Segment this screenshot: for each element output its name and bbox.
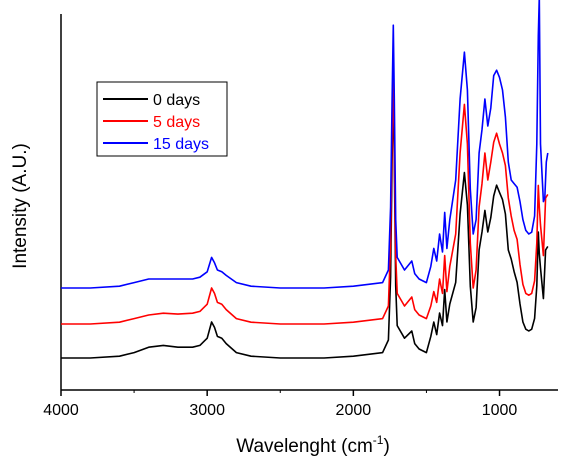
series-group [61, 0, 549, 359]
x-axis-title: Wavelenght (cm-1) [236, 433, 390, 457]
legend-label-15-days: 15 days [153, 136, 209, 153]
x-tick-label-4000: 4000 [43, 402, 79, 419]
x-tick-label-3000: 3000 [189, 402, 225, 419]
legend-label-5-days: 5 days [153, 114, 200, 131]
x-tick-label-2000: 2000 [336, 402, 372, 419]
x-axis-title-superscript: -1 [373, 433, 384, 447]
series-line-0-days [61, 80, 549, 359]
series-line-15-days [61, 0, 549, 289]
series-line-5-days [61, 73, 549, 325]
x-ticks: 4000 3000 2000 1000 [43, 390, 517, 419]
x-axis-title-main: Wavelenght (cm [236, 436, 373, 457]
y-axis-title: Intensity (A.U.) [10, 143, 31, 269]
x-axis-title-end: ) [383, 436, 389, 457]
x-tick-label-1000: 1000 [482, 402, 518, 419]
legend: 0 days 5 days 15 days [96, 81, 228, 157]
axes [60, 14, 558, 391]
legend-label-0-days: 0 days [153, 92, 200, 109]
